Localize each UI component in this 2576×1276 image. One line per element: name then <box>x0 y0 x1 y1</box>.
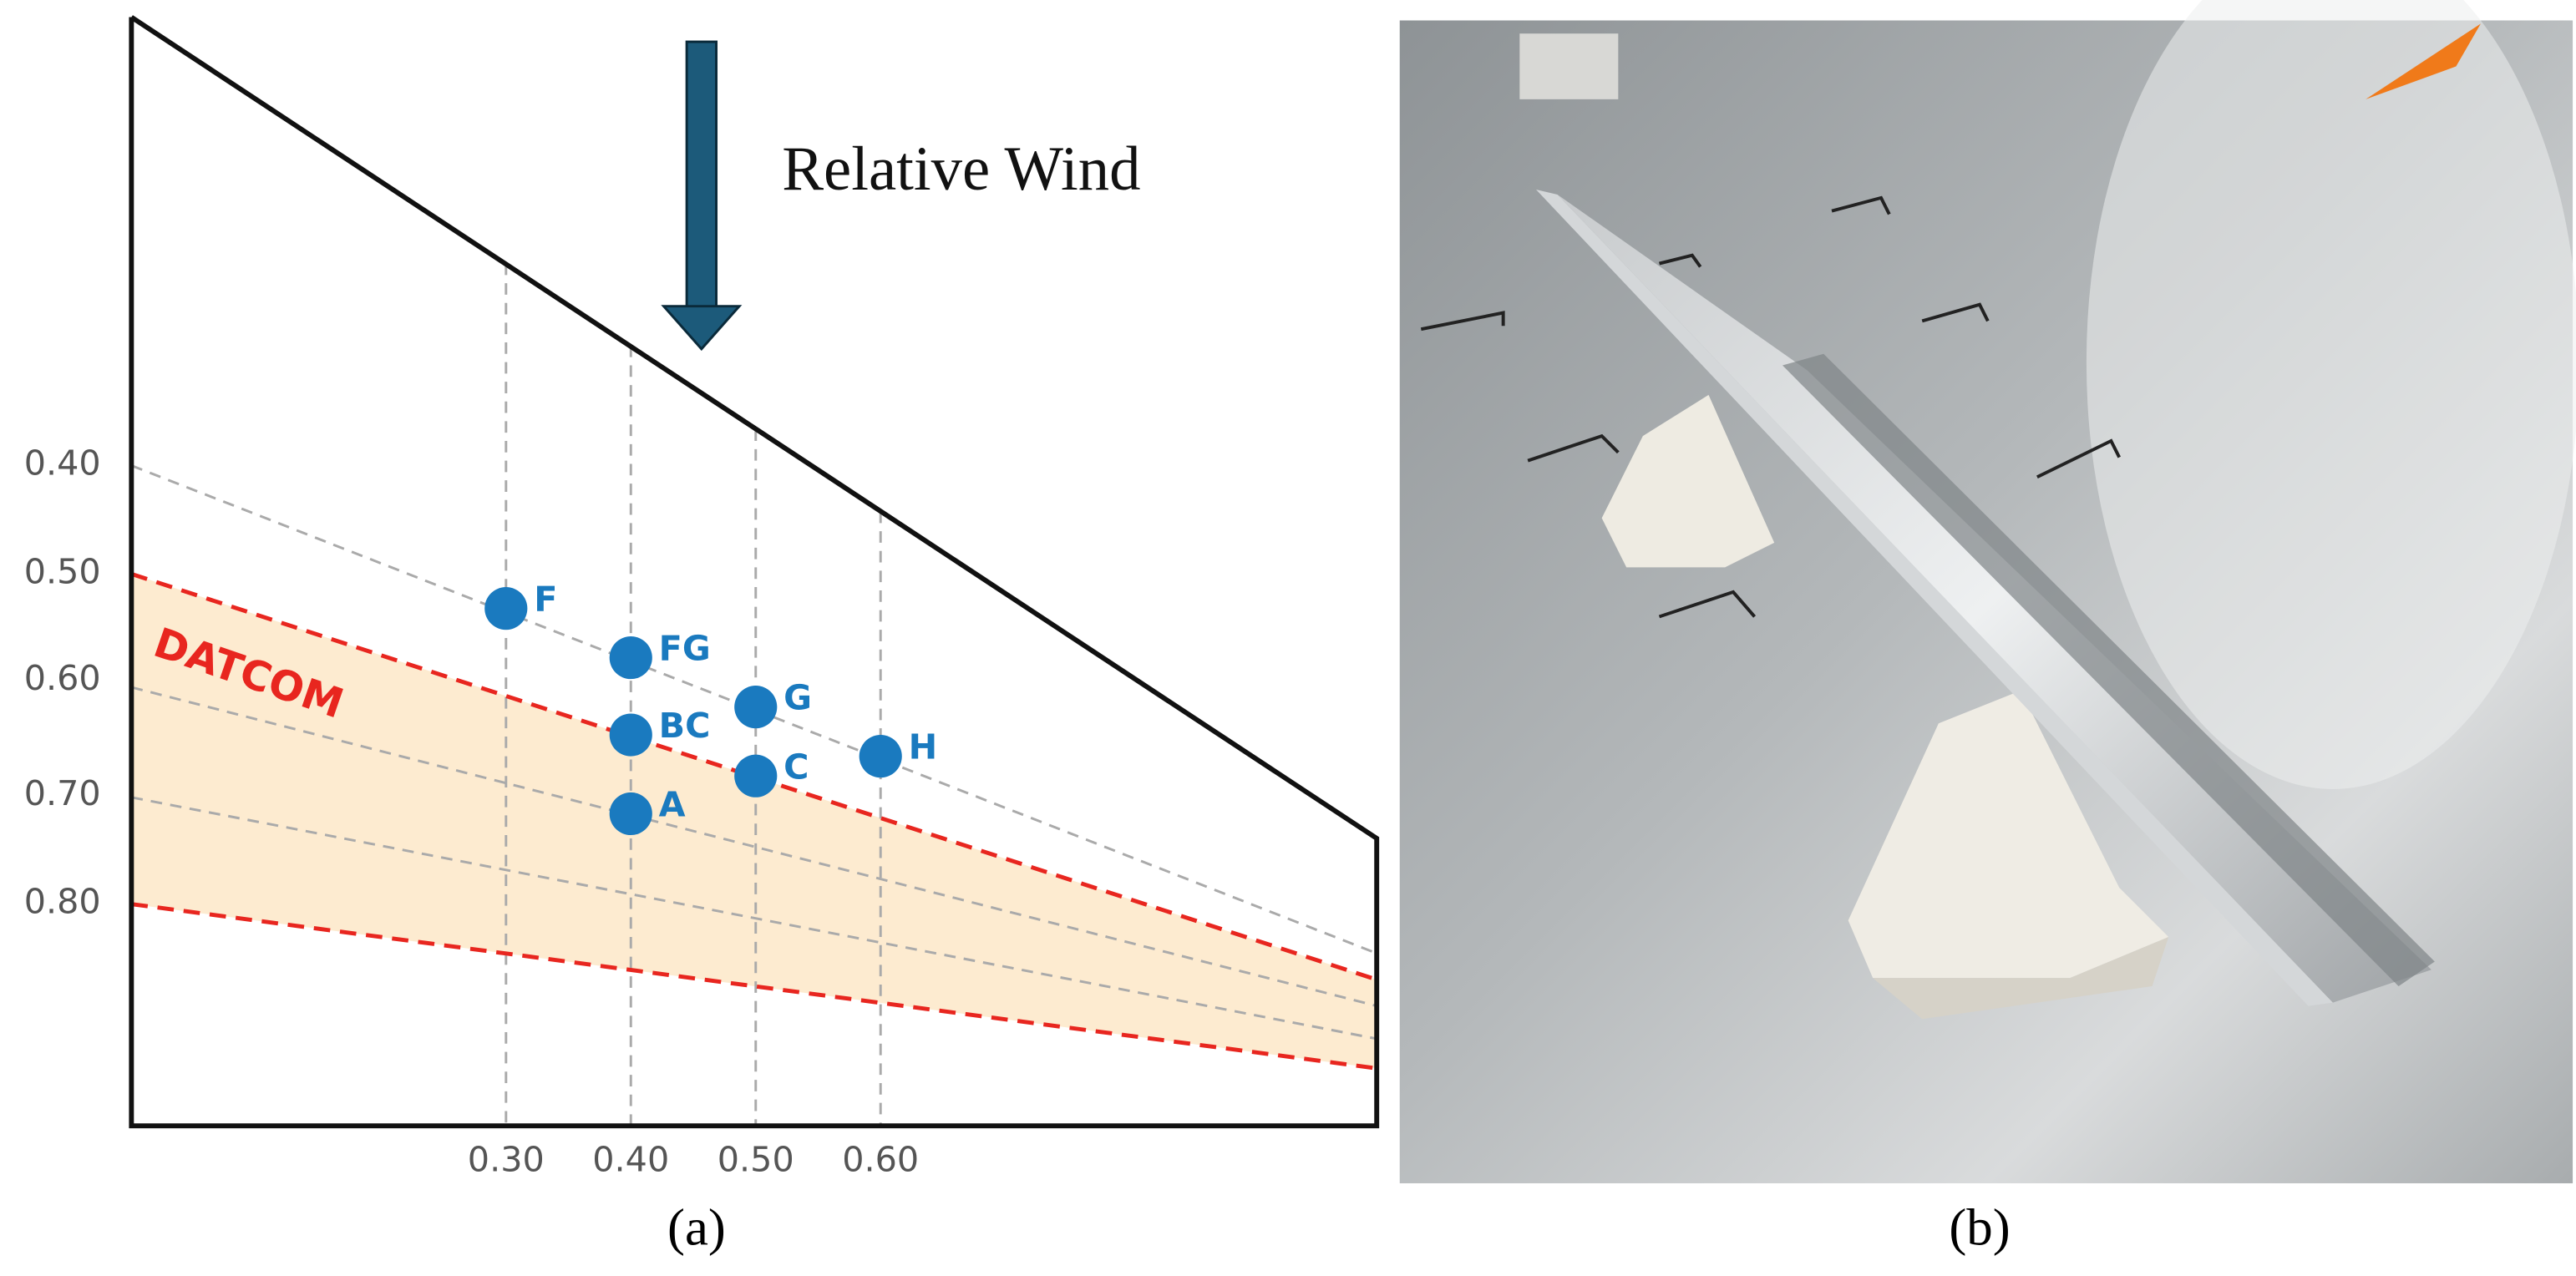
point-label: G <box>783 678 812 718</box>
x-tick-label: 0.60 <box>842 1139 919 1179</box>
points: F FG BC A GC H <box>484 580 938 836</box>
point-label: F <box>534 580 557 620</box>
point-label: A <box>659 785 686 825</box>
guide-lines <box>130 263 1377 1127</box>
panel-a: Relative Wind DATCOM 0.400.500.600.700.8… <box>24 15 1380 1256</box>
y-tick-label: 0.80 <box>24 882 101 922</box>
point <box>609 636 652 680</box>
y-tick-label: 0.60 <box>24 658 101 698</box>
wind-arrow <box>661 40 743 352</box>
point <box>609 792 652 836</box>
x-tick-label: 0.50 <box>718 1139 794 1179</box>
point <box>484 587 528 630</box>
datcom-band <box>131 574 1377 1069</box>
panel-b-photo <box>1399 0 2576 1183</box>
point <box>734 686 778 729</box>
x-tick-label: 0.40 <box>592 1139 669 1179</box>
y-tick-label: 0.50 <box>24 551 101 591</box>
wing-outline <box>129 15 1380 1129</box>
point-label: C <box>783 747 809 787</box>
point-label: BC <box>659 706 711 746</box>
caption-b: (b) <box>1949 1198 2010 1256</box>
point-label: H <box>909 727 938 767</box>
point <box>734 754 778 798</box>
y-tick-label: 0.70 <box>24 773 101 813</box>
point <box>859 735 902 778</box>
datcom-lines <box>130 571 1377 1071</box>
wind-label: Relative Wind <box>782 134 1140 204</box>
point <box>609 713 652 757</box>
point-label: FG <box>659 629 711 669</box>
x-tick-label: 0.30 <box>468 1139 545 1179</box>
y-tick-label: 0.40 <box>24 443 101 483</box>
ticks: 0.40 0.50 0.60 0.70 0.80 0.30 0.40 0.50 0.60 <box>24 443 919 1179</box>
caption-a: (a) <box>667 1198 726 1256</box>
